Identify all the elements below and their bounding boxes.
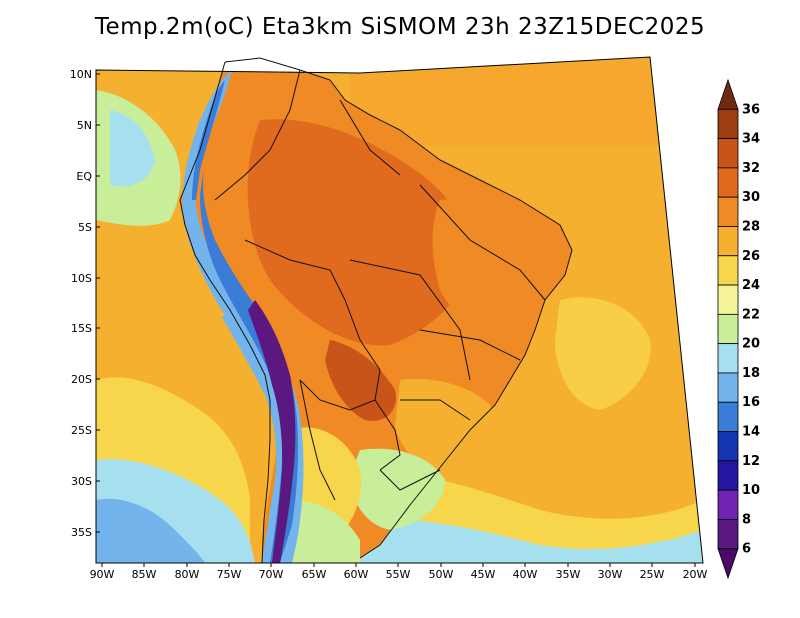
lon-tick-label: 50W — [429, 568, 454, 581]
brazil-state-border-c — [419, 329, 521, 361]
colorbar-segment — [717, 401, 739, 432]
colorbar-segment — [717, 460, 739, 491]
andes-north-cold — [192, 80, 225, 200]
lon-tick-label: 55W — [386, 568, 411, 581]
southern-brazil-cool — [350, 448, 445, 530]
map-title: Temp.2m(oC) Eta3km SiSMOM 23h 23Z15DEC20… — [94, 14, 706, 40]
colorbar-segment — [717, 167, 739, 198]
tropical-ocean-field — [350, 57, 703, 145]
lat-tick-label: 5N — [77, 119, 92, 132]
pacific-equatorial-cool — [110, 110, 155, 187]
colorbar-level-label: 18 — [742, 366, 760, 381]
lon-tick-label: 80W — [175, 568, 200, 581]
lon-tick-label: 30W — [598, 568, 623, 581]
colorbar-segment — [717, 489, 739, 520]
lat-tick-label: 5S — [78, 221, 92, 234]
brazil-state-border-a — [419, 184, 546, 301]
patagonia-cool — [285, 500, 360, 563]
lon-tick-label: 45W — [471, 568, 496, 581]
lon-tick-label: 85W — [132, 568, 157, 581]
colorbar-level-label: 14 — [742, 425, 760, 440]
brazil-state-border-b — [349, 259, 471, 381]
lon-tick-label: 40W — [513, 568, 538, 581]
colorbar: 36 34 32 30 28 26 24 22 20 18 16 14 12 10 8 6 — [717, 78, 760, 580]
colorbar-level-label: 30 — [742, 190, 760, 205]
lon-tick-label: 25W — [640, 568, 665, 581]
brazil-state-border-d — [400, 399, 471, 421]
andes-very-cold — [200, 160, 299, 563]
uruguay-border — [379, 469, 441, 491]
atlantic-warm-patch — [555, 297, 651, 410]
colorbar-level-label: 20 — [742, 337, 760, 352]
lon-tick-label: 60W — [344, 568, 369, 581]
colorbar-segment — [717, 226, 739, 257]
atlantic-cool-band — [360, 519, 703, 563]
longitude-axis: 90W 85W 80W 75W 70W 65W 60W 55W 50W 45W … — [90, 563, 708, 581]
peru-brazil-border — [244, 239, 361, 341]
southeast-highlands — [395, 378, 491, 470]
lat-tick-label: 25S — [71, 424, 92, 437]
colorbar-level-label: 26 — [742, 249, 760, 264]
altiplano-freezing — [248, 300, 296, 563]
lat-tick-label: 30S — [71, 475, 92, 488]
venezuela-border — [339, 99, 401, 176]
colorbar-level-label: 34 — [742, 132, 760, 147]
map-domain — [96, 57, 703, 563]
pacific-cold-band — [96, 498, 205, 563]
colorbar-level-label: 16 — [742, 395, 760, 410]
colorbar-level-label: 12 — [742, 454, 760, 469]
atlantic-coastline — [224, 57, 573, 559]
pacific-coastline — [179, 61, 271, 564]
lat-tick-label: 10N — [70, 68, 92, 81]
lon-tick-label: 20W — [683, 568, 708, 581]
lat-tick-label: 20S — [71, 373, 92, 386]
country-borders — [179, 57, 573, 564]
colorbar-segment — [717, 108, 739, 139]
colorbar-level-label: 22 — [742, 307, 760, 322]
northeast-brazil-warm — [432, 199, 554, 326]
lon-tick-label: 35W — [556, 568, 581, 581]
colorbar-level-label: 32 — [742, 161, 760, 176]
colorbar-level-label: 8 — [742, 512, 751, 527]
lon-tick-label: 70W — [259, 568, 284, 581]
colorbar-segment — [717, 343, 739, 374]
lat-tick-label: EQ — [76, 170, 92, 183]
colorbar-level-label: 10 — [742, 483, 760, 498]
colorbar-level-label: 6 — [742, 542, 751, 557]
colorbar-level-label: 24 — [742, 278, 760, 293]
bolivia-border — [299, 339, 381, 411]
lon-tick-label: 75W — [217, 568, 242, 581]
colorbar-level-label: 28 — [742, 219, 760, 234]
colorbar-segment — [717, 255, 739, 286]
colorbar-segment — [717, 519, 739, 550]
lon-tick-label: 90W — [90, 568, 115, 581]
colorbar-segment — [717, 196, 739, 227]
lat-tick-label: 15S — [71, 322, 92, 335]
colorbar-segment — [717, 284, 739, 315]
colorbar-segment — [717, 138, 739, 169]
colorbar-segment — [717, 313, 739, 345]
colombia-border — [214, 69, 301, 201]
pantanal-hot-zone — [325, 340, 396, 421]
colorbar-max-triangle — [717, 78, 739, 110]
amazon-hot-zone — [247, 119, 470, 346]
lat-tick-label: 35S — [71, 526, 92, 539]
lat-tick-label: 10S — [71, 272, 92, 285]
lon-tick-label: 65W — [302, 568, 327, 581]
colorbar-level-label: 36 — [742, 102, 760, 117]
argentina-chile-border — [299, 379, 336, 501]
pacific-coastal-strip — [172, 210, 225, 320]
colorbar-min-triangle — [717, 548, 739, 580]
colorbar-segment — [717, 372, 739, 403]
paraguay-border — [374, 399, 401, 471]
latitude-axis: 10N 5N EQ 5S 10S 15S 20S 25S 30S 35S — [70, 68, 100, 539]
colorbar-segment — [717, 431, 739, 462]
